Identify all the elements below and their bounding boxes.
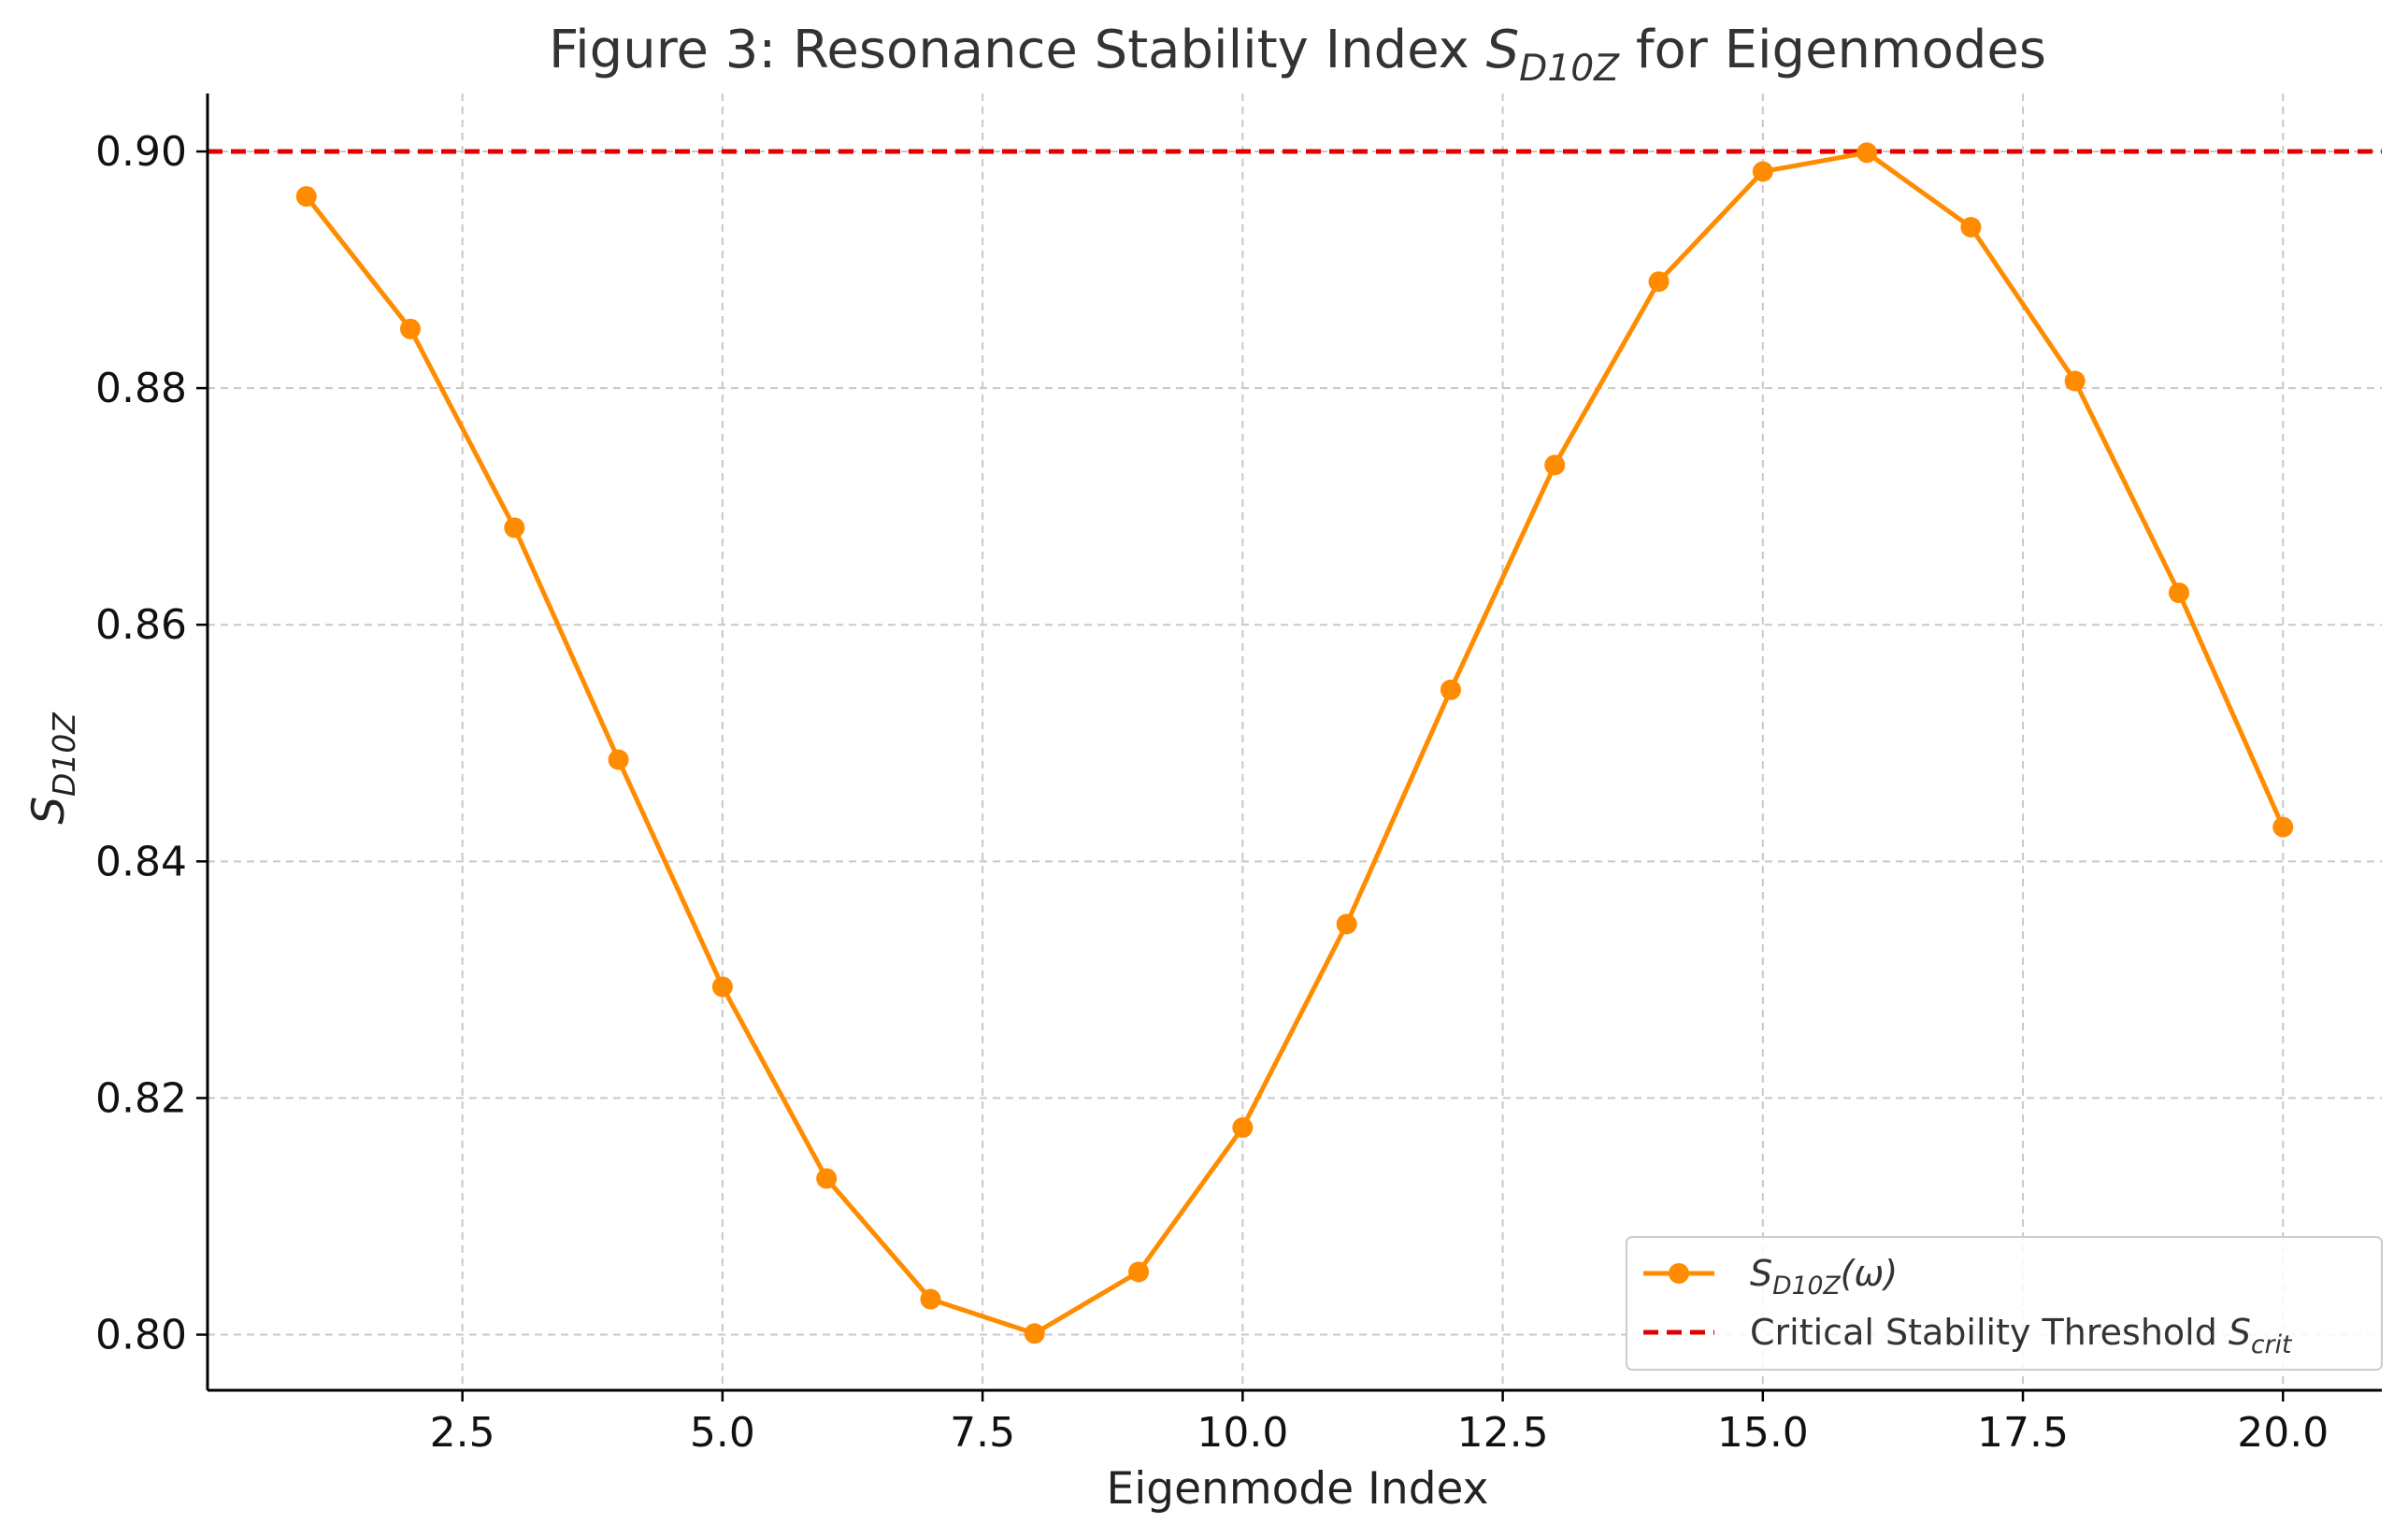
- data-point: [1440, 679, 1461, 700]
- y-tick-label: 0.82: [95, 1074, 187, 1122]
- legend-series-marker-swatch: [1669, 1263, 1689, 1284]
- x-tick-label: 10.0: [1197, 1409, 1288, 1457]
- x-axis-ticks: 2.5 5.0 7.5 10.0 12.5 15.0 17.5 20.0: [430, 1390, 2329, 1457]
- series-layer: [295, 142, 2294, 1344]
- data-point: [2168, 582, 2189, 604]
- data-point: [1752, 161, 1773, 182]
- legend-threshold-label: Critical Stability Threshold Scrit: [1750, 1312, 2293, 1359]
- data-point: [400, 318, 422, 339]
- x-tick-label: 12.5: [1457, 1409, 1549, 1457]
- y-tick-label: 0.80: [95, 1312, 187, 1359]
- y-tick-label: 0.88: [95, 365, 187, 412]
- data-point: [1024, 1323, 1045, 1344]
- data-point: [504, 517, 525, 539]
- chart-legend: SD10Z(ω) Critical Stability Threshold Sc…: [1626, 1236, 2383, 1371]
- x-tick-label: 17.5: [1977, 1409, 2069, 1457]
- x-tick-label: 15.0: [1717, 1409, 1809, 1457]
- series-line: [304, 150, 2286, 1336]
- data-point: [1856, 142, 1878, 164]
- data-point: [1960, 217, 1982, 238]
- x-axis-label: Eigenmode Index: [1107, 1463, 1489, 1515]
- data-point: [920, 1288, 941, 1310]
- data-point: [711, 976, 733, 998]
- x-tick-label: 7.5: [950, 1409, 1015, 1457]
- data-point: [816, 1168, 838, 1189]
- y-tick-label: 0.84: [95, 838, 187, 885]
- y-axis-label: SD10Z: [23, 712, 82, 825]
- axes: [206, 93, 2382, 1392]
- legend-frame: [1626, 1236, 2383, 1371]
- data-point: [1336, 913, 1357, 935]
- data-point: [1648, 271, 1670, 293]
- data-point: [1544, 454, 1566, 476]
- data-point: [1232, 1117, 1254, 1139]
- data-point: [295, 186, 317, 208]
- x-tick-label: 5.0: [690, 1409, 755, 1457]
- data-point: [608, 749, 629, 770]
- x-tick-label: 2.5: [430, 1409, 495, 1457]
- legend-series-label: SD10Z(ω): [1750, 1253, 1898, 1301]
- x-tick-label: 20.0: [2237, 1409, 2329, 1457]
- y-tick-label: 0.90: [95, 128, 187, 176]
- grid-lines: [208, 93, 2382, 1390]
- y-tick-label: 0.86: [95, 601, 187, 649]
- data-point: [2064, 370, 2086, 392]
- chart-title: Figure 3: Resonance Stability Index SD10…: [549, 20, 2046, 90]
- y-axis-ticks: 0.80 0.82 0.84 0.86 0.88 0.90: [95, 128, 208, 1359]
- data-point: [1128, 1261, 1150, 1283]
- data-point: [2272, 816, 2294, 838]
